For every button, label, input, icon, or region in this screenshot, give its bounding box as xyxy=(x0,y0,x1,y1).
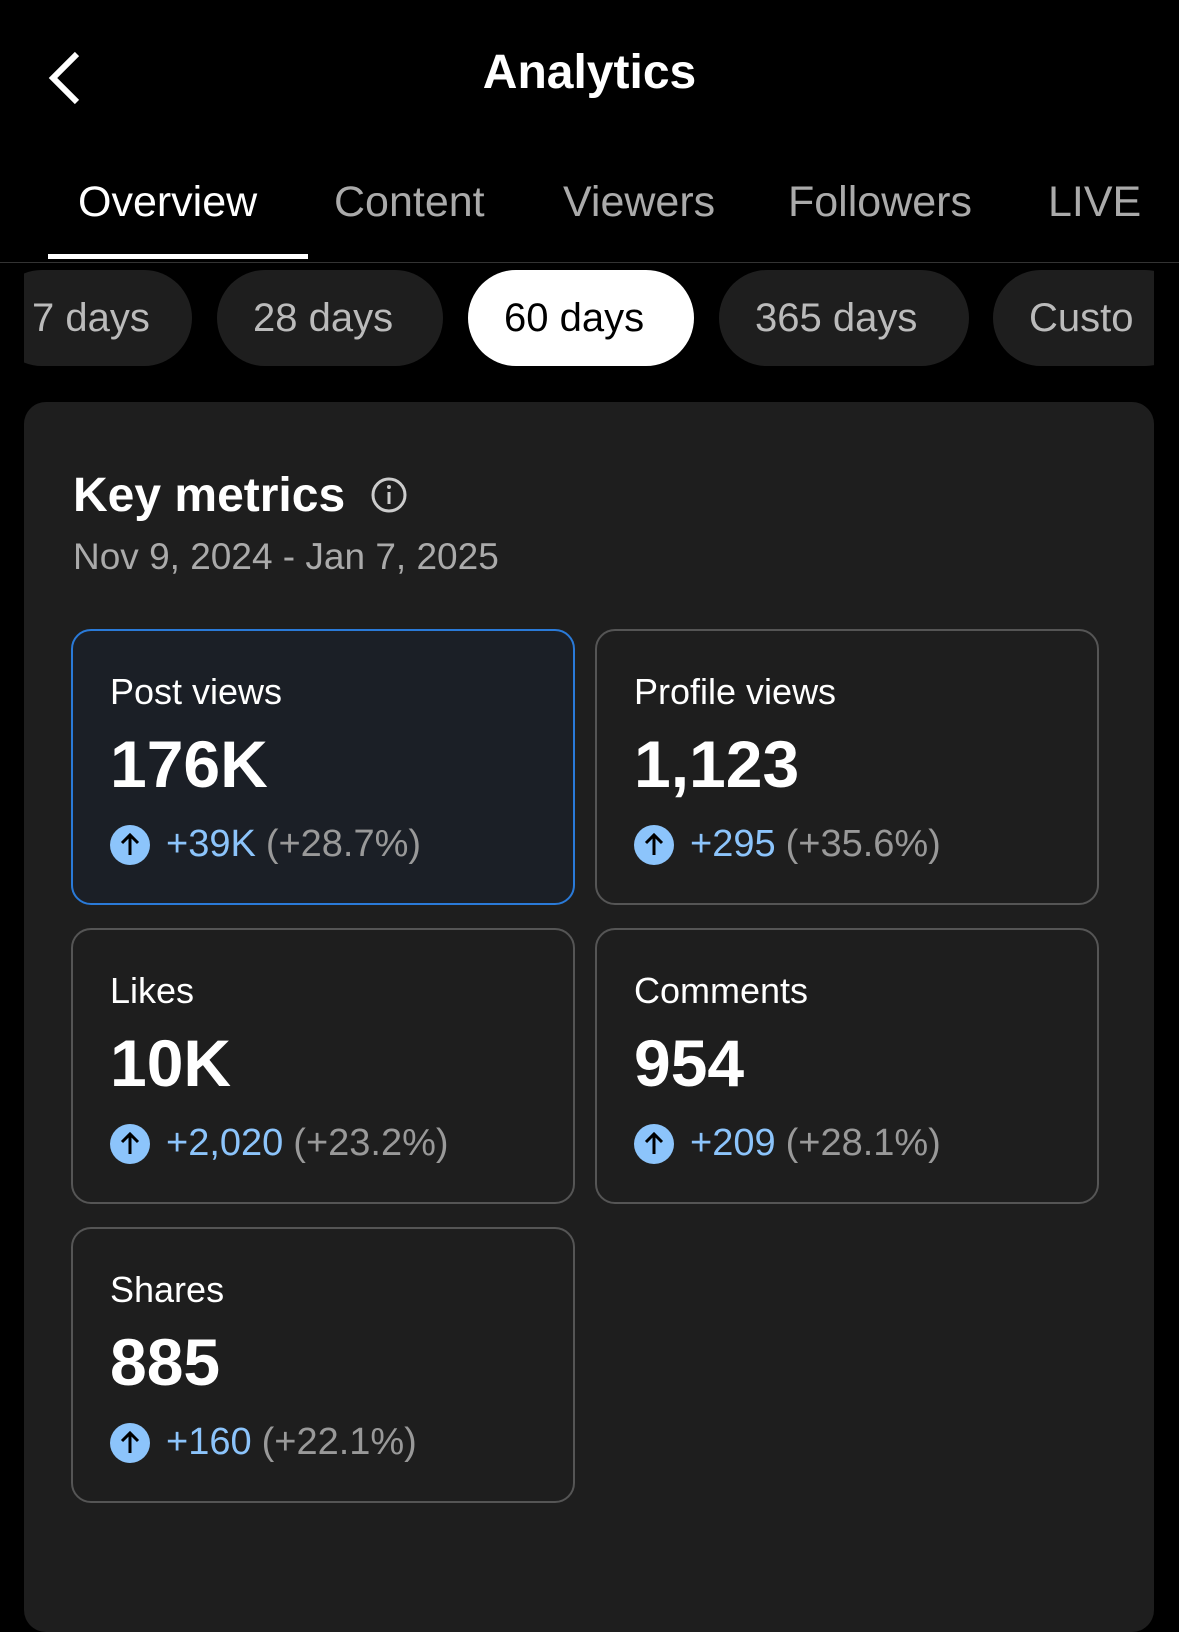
range-pill[interactable]: 365 days xyxy=(719,270,969,366)
metric-label: Likes xyxy=(110,970,195,1011)
range-pill[interactable]: 28 days xyxy=(217,270,443,366)
change-value: +209 xyxy=(690,1122,776,1164)
metric-label: Post views xyxy=(110,671,283,712)
metric-card[interactable]: Profile views 1,123 +295 (+35.6%) xyxy=(595,629,1099,905)
metric-change: +39K (+28.7%) xyxy=(110,823,421,866)
tab[interactable]: Followers xyxy=(788,178,972,226)
metric-change: +160 (+22.1%) xyxy=(110,1421,417,1464)
range-pill[interactable]: Custo xyxy=(993,270,1154,366)
tab-bar: Overview Content Viewers Followers LIVE xyxy=(0,170,1179,263)
metric-card[interactable]: Likes 10K +2,020 (+23.2%) xyxy=(71,928,575,1204)
tab[interactable]: Viewers xyxy=(563,178,716,226)
change-value: +295 xyxy=(690,823,776,865)
metric-change: +209 (+28.1%) xyxy=(634,1122,941,1165)
change-value: +160 xyxy=(166,1421,252,1463)
tab[interactable]: Overview xyxy=(78,178,258,226)
metric-value: 1,123 xyxy=(634,727,800,801)
range-bar: 7 days 28 days 60 days 365 days Custo xyxy=(24,270,1154,366)
up-icon xyxy=(110,1422,150,1463)
metric-change: +2,020 (+23.2%) xyxy=(110,1122,449,1165)
tab-underline xyxy=(48,254,308,259)
change-value: +39K xyxy=(166,823,256,865)
metric-value: 10K xyxy=(110,1026,232,1100)
metric-value: 885 xyxy=(110,1325,221,1399)
up-icon xyxy=(634,1123,674,1164)
metric-label: Profile views xyxy=(634,671,837,712)
metric-value: 954 xyxy=(634,1026,745,1100)
metric-change: +295 (+35.6%) xyxy=(634,823,941,866)
change-percent: (+28.1%) xyxy=(785,1122,941,1164)
range-pill[interactable]: 60 days xyxy=(468,270,694,366)
page-title: Analytics xyxy=(482,46,697,99)
metric-label: Comments xyxy=(634,970,809,1011)
tab[interactable]: Content xyxy=(334,178,485,226)
change-percent: (+22.1%) xyxy=(261,1421,417,1463)
metric-label: Shares xyxy=(110,1269,225,1310)
metric-card[interactable]: Shares 885 +160 (+22.1%) xyxy=(71,1227,575,1503)
info-icon[interactable] xyxy=(369,475,409,515)
metric-card[interactable]: Post views 176K +39K (+28.7%) xyxy=(71,629,575,905)
change-percent: (+23.2%) xyxy=(293,1122,449,1164)
back-button[interactable] xyxy=(45,50,85,106)
metric-value: 176K xyxy=(110,727,268,801)
up-icon xyxy=(634,824,674,865)
range-pill[interactable]: 7 days xyxy=(24,270,192,366)
change-value: +2,020 xyxy=(166,1122,284,1164)
section-title: Key metrics xyxy=(73,468,409,523)
metric-card[interactable]: Comments 954 +209 (+28.1%) xyxy=(595,928,1099,1204)
up-icon xyxy=(110,1123,150,1164)
tab[interactable]: LIVE xyxy=(1048,178,1142,226)
section-title-text: Key metrics xyxy=(73,469,346,522)
screen: Analytics Overview Content Viewers Follower… xyxy=(0,46,1179,1632)
change-percent: (+28.7%) xyxy=(265,823,422,865)
change-percent: (+35.6%) xyxy=(785,823,941,865)
date-range: Nov 9, 2024 - Jan 7, 2025 xyxy=(73,536,499,577)
up-icon xyxy=(110,824,150,865)
